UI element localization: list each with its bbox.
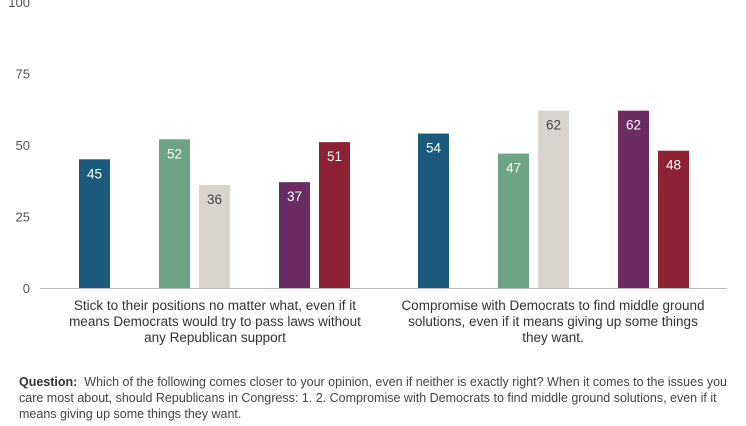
bars: 45 54 52 47 36 62 37 62 51 48	[79, 110, 689, 289]
y-tick-label: 0	[23, 281, 30, 296]
bar-value-label: 47	[506, 161, 521, 176]
footnote-label: Question:	[19, 375, 78, 389]
y-axis: 0 25 50 75 100	[8, 0, 30, 296]
bar-value-label: 48	[666, 158, 681, 173]
category-label: Stick to their positions no matter what,…	[69, 298, 361, 345]
footnote: Question: Which of the following comes c…	[19, 374, 734, 422]
category-label-line: any Republican support	[144, 330, 286, 345]
category-label-line: means Democrats would try to pass laws w…	[69, 314, 361, 329]
bar	[618, 110, 649, 289]
bar	[279, 182, 310, 288]
bar	[418, 133, 449, 288]
bar-value-label: 62	[546, 118, 561, 133]
footnote-text: Which of the following comes closer to y…	[19, 375, 727, 421]
bar-value-label: 51	[327, 149, 342, 164]
category-label-line: Compromise with Democrats to find middle…	[401, 298, 704, 313]
bar-chart: 0 25 50 75 100 45 54 52 47 36 62 37 62 51 48 Stick to…	[8, 0, 727, 345]
bar	[498, 153, 529, 288]
y-tick-label: 50	[16, 138, 30, 153]
bar	[658, 150, 689, 288]
category-label-line: they want.	[522, 330, 584, 345]
bar-value-label: 52	[167, 146, 182, 161]
bar-value-label: 54	[426, 141, 442, 156]
bar	[79, 159, 110, 288]
category-label: Compromise with Democrats to find middle…	[401, 298, 704, 345]
category-label-line: solutions, even if it means giving up so…	[408, 314, 698, 329]
bar-value-label: 36	[207, 192, 222, 207]
y-tick-label: 75	[16, 67, 30, 82]
bar-value-label: 45	[87, 166, 102, 181]
x-axis-labels: Stick to their positions no matter what,…	[69, 298, 705, 345]
category-label-line: Stick to their positions no matter what,…	[74, 298, 356, 313]
bar	[159, 139, 190, 288]
bar	[538, 110, 569, 289]
bar-value-label: 37	[287, 189, 302, 204]
y-tick-label: 100	[8, 0, 30, 10]
bar-value-label: 62	[626, 118, 641, 133]
y-tick-label: 25	[16, 210, 30, 225]
bar	[319, 142, 350, 288]
bar	[199, 185, 230, 288]
